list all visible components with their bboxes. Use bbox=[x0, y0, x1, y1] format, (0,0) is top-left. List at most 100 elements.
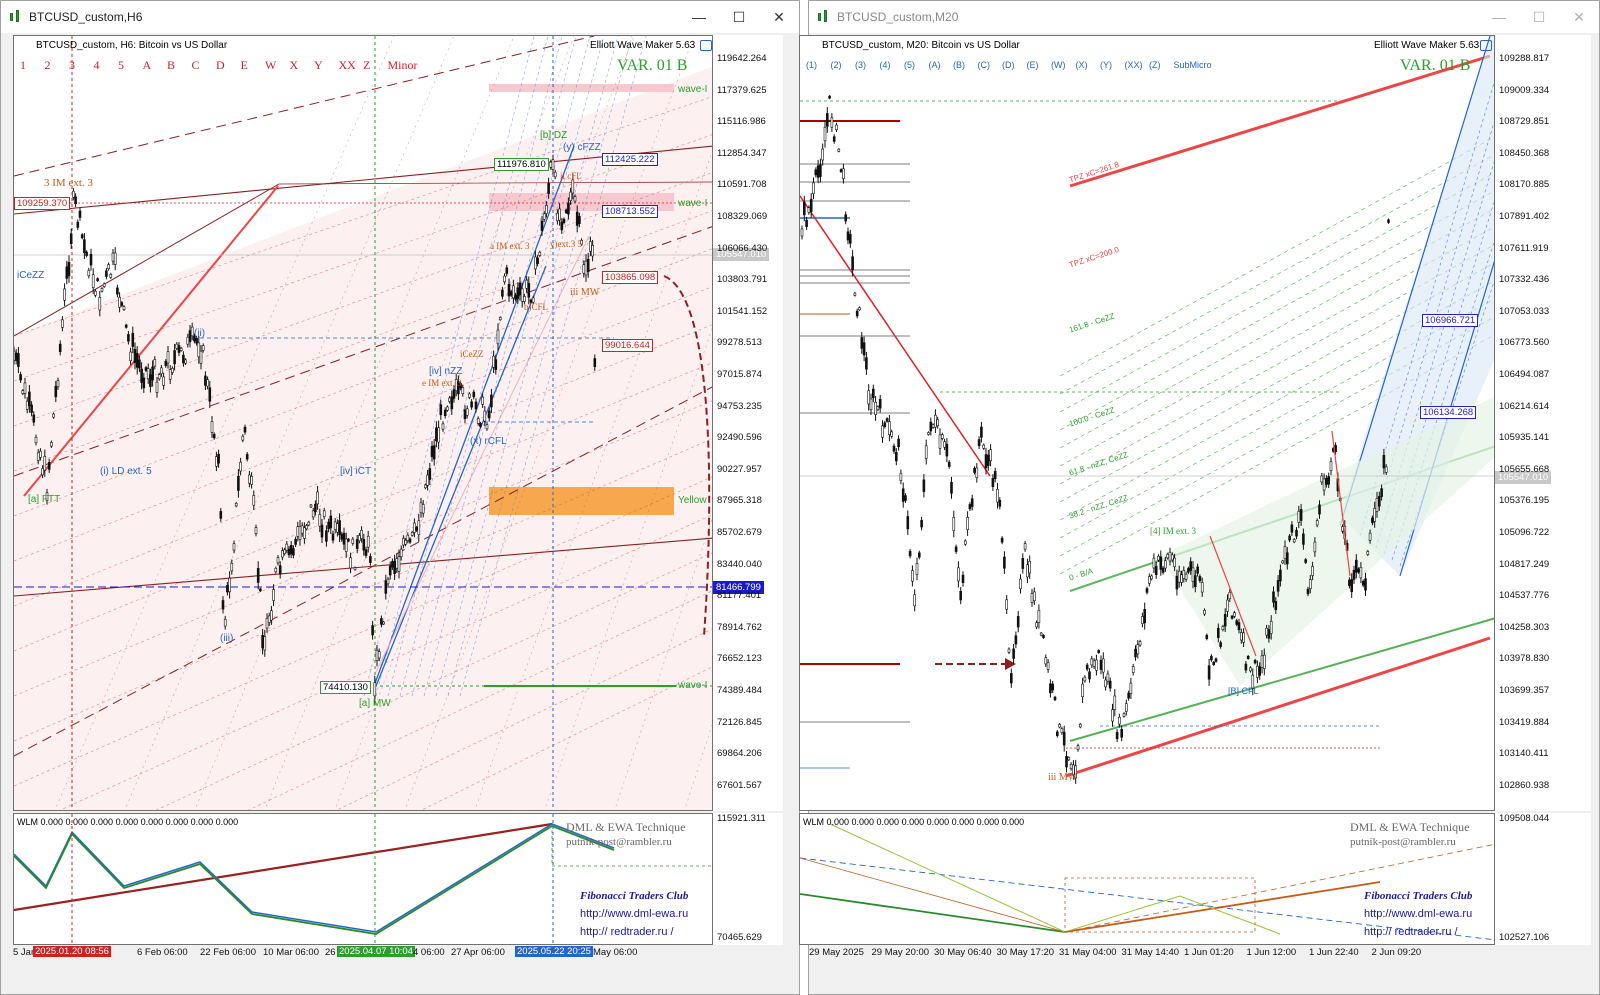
minimize-button[interactable]: — bbox=[1492, 9, 1506, 25]
price-candle-body bbox=[1212, 661, 1216, 665]
minimize-button[interactable]: — bbox=[692, 9, 706, 25]
channel-line bbox=[14, 226, 712, 477]
wave-degree-button[interactable]: C bbox=[191, 58, 200, 72]
price-candle-body bbox=[465, 408, 469, 416]
price-tag: 106134.268 bbox=[1420, 406, 1477, 419]
price-candle-body bbox=[1251, 674, 1255, 689]
wave-degree-button[interactable]: (1) bbox=[806, 60, 817, 70]
wave-degree-button[interactable]: 2 bbox=[44, 58, 51, 72]
price-candle-body bbox=[261, 635, 264, 649]
wave-degree-button[interactable]: B bbox=[167, 58, 176, 72]
price-axis[interactable]: 105547.010 81466.799 119642.264 117379.62… bbox=[713, 35, 783, 811]
url-link[interactable]: http:// redtrader.ru / bbox=[580, 926, 674, 938]
wave-degree-button[interactable]: Y bbox=[314, 58, 323, 72]
price-candle-body bbox=[476, 418, 480, 424]
wave-degree-button[interactable]: X bbox=[289, 58, 299, 72]
price-candle-body bbox=[1283, 546, 1287, 559]
price-candle-body bbox=[906, 516, 910, 530]
url-link[interactable]: http://www.dml-ewa.ru bbox=[1364, 908, 1473, 920]
price-axis-label: 105096.722 bbox=[1499, 527, 1550, 538]
price-tag: 99016.644 bbox=[602, 339, 653, 352]
price-candle-body bbox=[941, 434, 944, 439]
price-candle-body bbox=[333, 521, 337, 530]
wave-degree-button[interactable]: 5 bbox=[118, 58, 124, 72]
channel-line bbox=[373, 235, 590, 677]
window-titlebar[interactable]: BTCUSD_custom,H6 — ☐ ✕ bbox=[1, 1, 799, 33]
price-candle-body bbox=[858, 307, 861, 311]
cap-icon[interactable] bbox=[1480, 40, 1492, 51]
cap-icon[interactable] bbox=[700, 40, 712, 51]
price-candle-body bbox=[1104, 679, 1107, 688]
price-candle-body bbox=[226, 584, 229, 593]
price-candle-body bbox=[832, 136, 836, 142]
price-candle-body bbox=[43, 456, 47, 471]
wave-degree-button[interactable]: A bbox=[142, 58, 152, 72]
window-titlebar[interactable]: BTCUSD_custom,M20 — ☐ ✕ bbox=[809, 1, 1599, 33]
price-axis-label: 105935.141 bbox=[1499, 432, 1550, 444]
channel-line bbox=[278, 181, 712, 185]
wave-degree-button[interactable]: (W) bbox=[1051, 60, 1066, 70]
close-button[interactable]: ✕ bbox=[773, 8, 785, 25]
wave-degree-button[interactable]: (Y) bbox=[1100, 60, 1112, 70]
url-link[interactable]: http:// redtrader.ru / bbox=[1364, 926, 1458, 938]
price-candle-body bbox=[1095, 659, 1098, 671]
price-chart-pane[interactable]: BTCUSD_custom, M20: Bitcoin vs US Dollar… bbox=[799, 35, 1495, 811]
wave-degree-button[interactable]: 3 bbox=[69, 58, 75, 72]
price-candle-body bbox=[855, 310, 859, 317]
wave-degree-button[interactable]: (3) bbox=[855, 60, 866, 70]
wave-degree-button[interactable]: (5) bbox=[904, 60, 915, 70]
price-chart-canvas[interactable] bbox=[800, 36, 1495, 811]
wave-degree-button[interactable]: XX bbox=[338, 58, 356, 72]
wave-degree-button[interactable]: (E) bbox=[1026, 60, 1039, 70]
wave-degree-button[interactable]: E bbox=[240, 58, 248, 72]
price-chart-pane[interactable]: BTCUSD_custom, H6: Bitcoin vs US Dollar … bbox=[13, 35, 713, 811]
wave-degree-button[interactable]: (Z) bbox=[1149, 60, 1161, 70]
price-candle-body bbox=[518, 282, 522, 295]
wave-degree-button[interactable]: Z bbox=[363, 58, 371, 72]
price-candle-body bbox=[989, 449, 992, 462]
wlm-indicator-pane[interactable]: WLM 0.000 0.000 0.000 0.000 0.000 0.000 … bbox=[13, 813, 713, 945]
wlm-indicator-pane[interactable]: WLM 0.000 0.000 0.000 0.000 0.000 0.000 … bbox=[799, 813, 1495, 945]
close-button[interactable]: ✕ bbox=[1573, 8, 1585, 25]
time-label: 31 May 14:40 bbox=[1121, 947, 1180, 958]
wave-degree-button[interactable]: D bbox=[216, 58, 225, 72]
yellow-zone bbox=[489, 487, 674, 515]
price-candle-body bbox=[54, 385, 58, 398]
wave-degree-button[interactable]: W bbox=[265, 58, 277, 72]
price-candle-body bbox=[52, 413, 55, 418]
wave-degree-button[interactable]: 1 bbox=[20, 58, 26, 72]
chart-window-m20[interactable]: BTCUSD_custom,M20 — ☐ ✕ BTCUSD_custom, M… bbox=[799, 0, 1600, 995]
wave-degree-button[interactable]: Minor bbox=[387, 58, 418, 72]
wave-degree-button[interactable]: (X) bbox=[1075, 60, 1088, 70]
price-candle-body bbox=[1060, 728, 1064, 734]
wave-degree-button[interactable]: (A) bbox=[928, 60, 941, 70]
wave-degree-button[interactable]: (XX) bbox=[1124, 60, 1143, 70]
fan-line bbox=[334, 36, 635, 810]
price-axis-label: 97015.874 bbox=[717, 369, 762, 380]
wave-degree-button[interactable]: SubMicro bbox=[1173, 60, 1212, 70]
wave-degree-button[interactable]: (4) bbox=[879, 60, 891, 70]
price-candle-body bbox=[1256, 665, 1259, 678]
price-candle-body bbox=[872, 388, 875, 399]
price-candle-body bbox=[814, 169, 818, 176]
price-chart-canvas[interactable] bbox=[14, 36, 713, 811]
price-candle-body bbox=[835, 124, 838, 130]
wave-label: a IM ext. 3 bbox=[490, 241, 530, 251]
wave-degree-button[interactable]: (B) bbox=[953, 60, 965, 70]
price-axis[interactable]: 105547.010 109288.817 109009.334 108729.85… bbox=[1495, 35, 1591, 811]
chart-window-h6[interactable]: BTCUSD_custom,H6 — ☐ ✕ BTCUSD_custom, H6… bbox=[0, 0, 800, 995]
price-axis-label: 106214.614 bbox=[1499, 400, 1550, 412]
wave-degree-button[interactable]: (D) bbox=[1002, 60, 1015, 70]
price-candle-body bbox=[1375, 498, 1379, 512]
maximize-button[interactable]: ☐ bbox=[1532, 8, 1546, 25]
price-candle-body bbox=[377, 651, 381, 659]
price-candle-body bbox=[135, 352, 139, 368]
wave-degree-button[interactable]: (2) bbox=[830, 60, 842, 70]
wave-degree-button[interactable]: 4 bbox=[93, 58, 100, 72]
price-candle-body bbox=[441, 423, 445, 430]
price-candle-body bbox=[404, 539, 407, 545]
price-candle-body bbox=[1088, 671, 1091, 680]
maximize-button[interactable]: ☐ bbox=[732, 8, 746, 25]
wave-degree-button[interactable]: (C) bbox=[977, 60, 991, 70]
url-link[interactable]: http://www.dml-ewa.ru bbox=[580, 908, 689, 920]
